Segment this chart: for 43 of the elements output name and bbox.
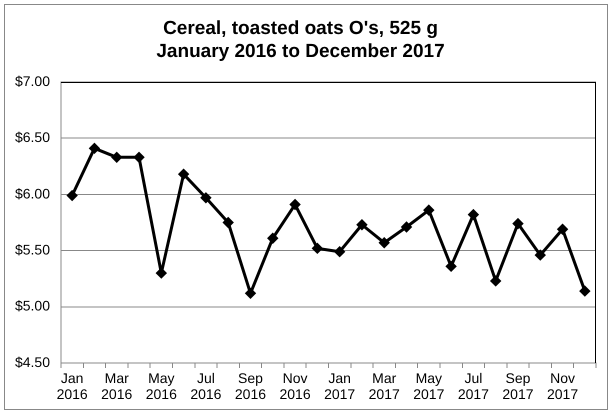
x-tick-label: May 2017 — [413, 370, 445, 402]
point — [134, 152, 145, 163]
chart-title: Cereal, toasted oats O's, 525 g — [163, 18, 438, 40]
x-tick-label: Mar 2016 — [101, 370, 133, 402]
point — [312, 242, 323, 254]
x-tick-label: Mar 2017 — [368, 370, 400, 402]
point — [468, 209, 479, 220]
point — [244, 288, 256, 299]
x-tick-label: Sep 2017 — [502, 370, 534, 402]
point — [66, 190, 78, 202]
x-tick-label: May 2016 — [146, 370, 178, 402]
point — [579, 286, 590, 297]
x-tick-label: Jul 2016 — [190, 370, 222, 402]
point — [557, 224, 568, 235]
y-tick-label: $5.50 — [14, 241, 50, 258]
point — [490, 275, 502, 286]
x-tick-label: Sep 2016 — [234, 370, 266, 402]
point — [512, 218, 524, 230]
point — [222, 217, 234, 228]
point — [267, 232, 278, 244]
point — [290, 199, 301, 210]
x-tick-label: Jan 2017 — [324, 370, 356, 402]
x-tick-label: Jul 2017 — [458, 370, 490, 402]
x-tick-label: Jan 2016 — [56, 370, 88, 402]
y-tick-label: $5.00 — [14, 298, 50, 314]
point — [178, 168, 190, 180]
point — [378, 237, 390, 248]
point — [88, 142, 100, 154]
x-tick-label: Nov 2017 — [546, 370, 578, 402]
point — [111, 152, 122, 163]
point — [401, 221, 412, 232]
point — [200, 192, 212, 204]
point — [423, 204, 434, 216]
point — [334, 246, 346, 258]
point — [446, 260, 457, 272]
chart-subtitle: January 2016 to December 2017 — [156, 41, 445, 62]
y-tick-label: $6.50 — [14, 129, 50, 146]
point — [356, 219, 368, 230]
y-tick-label: $4.50 — [14, 354, 50, 370]
x-tick-label: Nov 2016 — [279, 370, 311, 402]
y-tick-label: $6.00 — [14, 185, 50, 202]
y-tick-label: $7.00 — [14, 72, 50, 89]
point — [534, 250, 546, 261]
